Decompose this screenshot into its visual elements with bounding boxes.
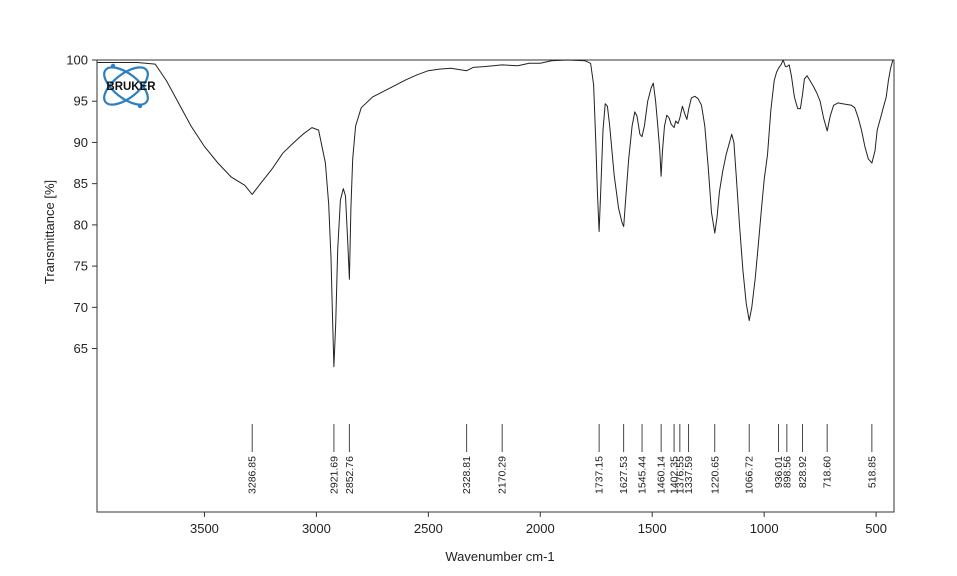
x-tick-label: 2500 [414,521,443,536]
peak-label: 1627.53 [618,456,630,494]
y-tick-label: 80 [74,217,88,232]
x-axis-title: Wavenumber cm-1 [445,549,554,564]
peak-label: 2852.76 [344,456,356,494]
x-tick-label: 1000 [750,521,779,536]
y-tick-label: 75 [74,259,88,274]
y-tick-label: 65 [74,341,88,356]
peak-label: 1337.59 [683,456,695,494]
peak-label: 2921.69 [328,456,340,494]
peak-label: 1066.72 [744,456,756,494]
y-tick-label: 100 [66,53,88,68]
peak-label: 1545.44 [637,456,649,494]
peak-label: 2170.29 [497,456,509,494]
plot-frame [96,59,895,513]
x-tick-label: 2000 [526,521,555,536]
logo-dot [137,103,143,109]
peak-label: 828.92 [797,456,809,488]
peak-annotations: 3286.85 2921.69 2852.76 2328.81 2170.29 1737.… [247,424,878,494]
peak-label: 1737.15 [594,456,606,494]
y-tick-label: 95 [74,94,88,109]
x-tick-label: 500 [865,521,887,536]
y-tick-label: 70 [74,300,88,315]
peak-label: 1376.55 [674,456,686,494]
peak-label: 518.85 [866,456,878,488]
y-tick-label: 90 [74,135,88,150]
y-axis-title: Transmittance [%] [42,180,57,284]
bruker-logo: BRUKER [103,63,156,109]
y-axis: 65 70 75 80 85 90 95 100 [66,53,97,356]
series-group [97,59,894,368]
logo-orbit [103,66,149,106]
x-tick-label: 1500 [638,521,667,536]
peak-label: 898.56 [781,456,793,488]
x-tick-label: 3500 [190,521,219,536]
peak-label: 1220.65 [709,456,721,494]
peak-label: 718.60 [822,456,834,488]
peak-label: 1460.14 [656,456,668,494]
logo-dot [110,63,116,69]
logo-text: BRUKER [106,81,156,93]
x-tick-label: 3000 [302,521,331,536]
peak-label: 3286.85 [247,456,259,494]
spectrum-line [97,59,894,368]
x-axis: 3500 3000 2500 2000 1500 1000 500 [190,512,887,536]
logo-orbit [103,66,149,106]
peak-label: 1402.35 [669,456,681,494]
peak-label: 2328.81 [461,456,473,494]
y-tick-label: 85 [74,176,88,191]
peak-label: 936.01 [773,456,785,488]
